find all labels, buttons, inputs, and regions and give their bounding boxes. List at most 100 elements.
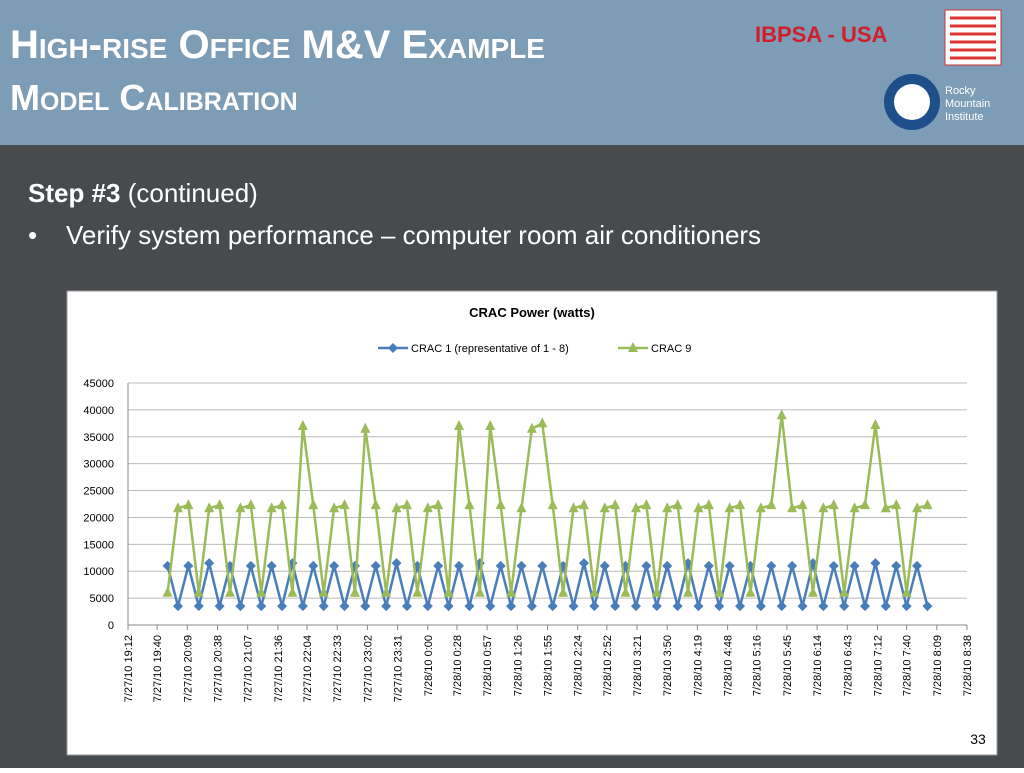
logo-text: Mountain — [945, 98, 990, 110]
point — [797, 499, 808, 510]
point — [388, 343, 398, 353]
point — [193, 601, 204, 612]
point — [776, 601, 787, 612]
legend-label: CRAC 9 — [651, 343, 691, 355]
point — [547, 499, 558, 510]
point — [349, 586, 360, 597]
point — [391, 558, 402, 569]
chart-title: CRAC Power (watts) — [469, 305, 595, 320]
point — [724, 502, 735, 513]
x-tick-label: 7/27/10 20:38 — [213, 635, 225, 702]
point — [360, 422, 371, 433]
logo-globe-inner — [894, 84, 930, 120]
point — [329, 502, 340, 513]
point — [859, 499, 870, 510]
point — [308, 560, 319, 571]
step-line: Step #3 (continued) — [28, 178, 258, 208]
step: Step #3 — [28, 178, 121, 208]
x-tick-label: 7/28/10 2:24 — [573, 635, 585, 696]
point — [266, 502, 277, 513]
y-tick-label: 25000 — [83, 486, 114, 498]
point — [807, 586, 818, 597]
point — [401, 499, 412, 510]
point — [568, 601, 579, 612]
point — [485, 420, 496, 431]
point — [589, 601, 600, 612]
y-tick-label: 40000 — [83, 405, 114, 417]
point — [703, 499, 714, 510]
x-tick-label: 7/27/10 23:31 — [393, 635, 405, 702]
y-tick-label: 5000 — [90, 593, 114, 605]
point — [464, 499, 475, 510]
point — [495, 560, 506, 571]
point — [891, 560, 902, 571]
point — [204, 558, 215, 569]
point — [454, 560, 465, 571]
logo-text: Rocky — [945, 85, 976, 97]
point — [693, 502, 704, 513]
point — [422, 502, 433, 513]
point — [360, 601, 371, 612]
point — [339, 499, 350, 510]
point — [880, 502, 891, 513]
point — [922, 601, 933, 612]
point — [235, 502, 246, 513]
point — [766, 499, 777, 510]
point — [277, 601, 288, 612]
point — [256, 601, 267, 612]
point — [401, 601, 412, 612]
ibpsa-logo — [944, 9, 1002, 66]
point — [370, 499, 381, 510]
point — [610, 499, 621, 510]
point — [162, 586, 173, 597]
point — [818, 502, 829, 513]
x-tick-label: 7/28/10 0:00 — [423, 635, 435, 696]
point — [495, 499, 506, 510]
x-tick-label: 7/28/10 4:48 — [723, 635, 735, 696]
x-tick-label: 7/27/10 19:12 — [123, 635, 135, 702]
point — [630, 601, 641, 612]
x-tick-label: 7/27/10 20:09 — [182, 635, 194, 702]
point — [568, 502, 579, 513]
point — [433, 499, 444, 510]
point — [714, 586, 725, 597]
x-tick-label: 7/27/10 22:33 — [332, 635, 344, 702]
step-note: (continued) — [128, 178, 258, 208]
point — [797, 601, 808, 612]
point — [578, 499, 589, 510]
point — [745, 586, 756, 597]
point — [599, 502, 610, 513]
point — [172, 502, 183, 513]
slide-subtitle: Model Calibration — [10, 77, 298, 118]
point — [318, 586, 329, 597]
x-tick-label: 7/28/10 0:28 — [452, 635, 464, 696]
point — [641, 499, 652, 510]
point — [766, 560, 777, 571]
point — [818, 601, 829, 612]
point — [256, 586, 267, 597]
point — [735, 601, 746, 612]
point — [672, 499, 683, 510]
point — [464, 601, 475, 612]
point — [266, 560, 277, 571]
point — [703, 560, 714, 571]
point — [849, 560, 860, 571]
point — [849, 502, 860, 513]
point — [506, 586, 517, 597]
x-tick-label: 7/28/10 5:16 — [752, 635, 764, 696]
point — [172, 601, 183, 612]
point — [839, 586, 850, 597]
y-tick-label: 45000 — [83, 378, 114, 390]
y-tick-label: 15000 — [83, 539, 114, 551]
point — [828, 499, 839, 510]
point — [912, 502, 923, 513]
x-tick-label: 7/27/10 21:36 — [273, 635, 285, 702]
point — [735, 499, 746, 510]
point — [610, 601, 621, 612]
x-tick-label: 7/28/10 1:26 — [512, 635, 524, 696]
point — [370, 560, 381, 571]
point — [880, 601, 891, 612]
point — [870, 558, 881, 569]
point — [235, 601, 246, 612]
point — [641, 560, 652, 571]
